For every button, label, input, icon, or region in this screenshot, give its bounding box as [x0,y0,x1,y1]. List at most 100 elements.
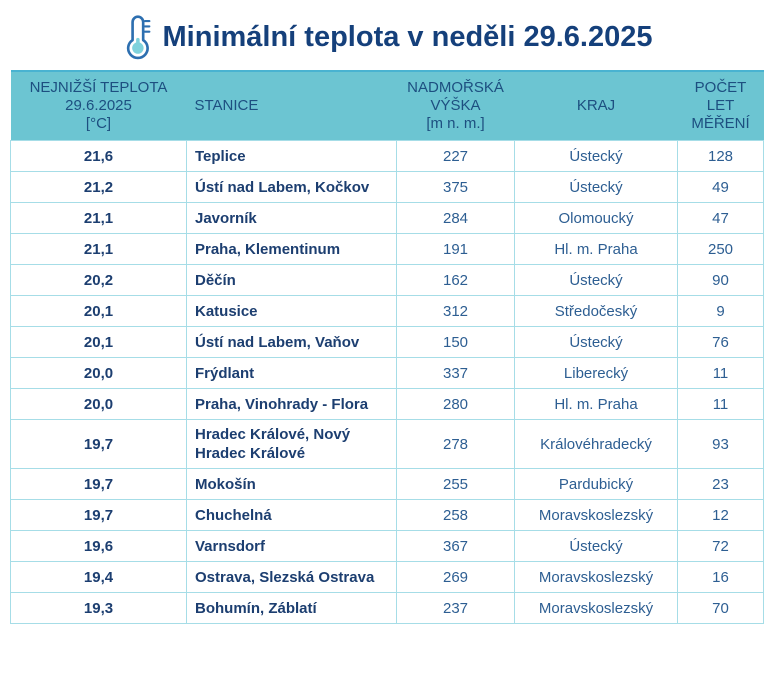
cell-station: Ústí nad Labem, Kočkov [186,171,397,203]
cell-altitude: 337 [396,357,515,389]
table-row: 20,0 Frýdlant 337 Liberecký 11 [10,357,764,389]
cell-years-measured: 76 [677,326,764,358]
header-line: POČET [694,79,747,96]
cell-temperature: 19,7 [10,468,187,500]
cell-station: Děčín [186,264,397,296]
cell-years-measured: 11 [677,357,764,389]
cell-years-measured: 128 [677,140,764,172]
table-header: NEJNIŽŠÍ TEPLOTA 29.6.2025 [°C] STANICE … [10,70,764,141]
cell-years-measured: 72 [677,530,764,562]
cell-years-measured: 49 [677,171,764,203]
header-line: MĚŘENÍ [691,115,750,132]
cell-years-measured: 12 [677,499,764,531]
cell-altitude: 278 [396,419,515,469]
table-row: 19,4 Ostrava, Slezská Ostrava 269 Moravskos… [10,561,764,593]
header-line: LET [706,97,735,114]
cell-region: Ústecký [514,530,678,562]
thermometer-icon [122,13,152,61]
table-row: 20,1 Katusice 312 Středočeský 9 [10,295,764,327]
table-row: 19,3 Bohumín, Záblatí 237 Moravskoslezský 70 [10,592,764,624]
table-row: 21,1 Javorník 284 Olomoucký 47 [10,202,764,234]
cell-altitude: 162 [396,264,515,296]
header-line: VÝŠKA [430,97,481,114]
cell-station: Praha, Klementinum [186,233,397,265]
cell-temperature: 20,0 [10,357,187,389]
cell-region: Hl. m. Praha [514,233,678,265]
cell-temperature: 20,2 [10,264,187,296]
page: Minimální teplota v neděli 29.6.2025 NEJ… [0,0,774,624]
cell-temperature: 21,6 [10,140,187,172]
page-header: Minimální teplota v neděli 29.6.2025 [0,0,774,70]
table-row: 19,7 Hradec Králové, Nový Hradec Králové 2… [10,419,764,469]
header-line: [°C] [85,115,112,132]
cell-station: Katusice [186,295,397,327]
cell-temperature: 20,0 [10,388,187,420]
cell-station: Frýdlant [186,357,397,389]
column-header-region: KRAJ [514,70,678,141]
cell-station: Teplice [186,140,397,172]
cell-temperature: 21,1 [10,233,187,265]
column-header-years-measured: POČET LET MĚŘENÍ [677,70,764,141]
cell-altitude: 255 [396,468,515,500]
header-line: 29.6.2025 [65,97,132,114]
cell-region: Ústecký [514,326,678,358]
cell-years-measured: 90 [677,264,764,296]
cell-region: Královéhradecký [514,419,678,469]
cell-years-measured: 9 [677,295,764,327]
header-line: NEJNIŽŠÍ TEPLOTA [29,79,168,96]
table-row: 20,0 Praha, Vinohrady - Flora 280 Hl. m. Pr… [10,388,764,420]
table-row: 20,2 Děčín 162 Ústecký 90 [10,264,764,296]
cell-years-measured: 47 [677,202,764,234]
page-title: Minimální teplota v neděli 29.6.2025 [162,20,653,53]
cell-temperature: 19,7 [10,419,187,469]
cell-temperature: 19,7 [10,499,187,531]
column-header-lowest-temp: NEJNIŽŠÍ TEPLOTA 29.6.2025 [°C] [10,70,187,141]
cell-station: Mokošín [186,468,397,500]
column-header-altitude: NADMOŘSKÁ VÝŠKA [m n. m.] [396,70,515,141]
cell-temperature: 19,3 [10,592,187,624]
cell-station: Praha, Vinohrady - Flora [186,388,397,420]
header-row: NEJNIŽŠÍ TEPLOTA 29.6.2025 [°C] STANICE … [10,70,764,141]
cell-years-measured: 93 [677,419,764,469]
cell-temperature: 19,6 [10,530,187,562]
cell-temperature: 21,1 [10,202,187,234]
cell-years-measured: 11 [677,388,764,420]
cell-temperature: 20,1 [10,326,187,358]
cell-region: Moravskoslezský [514,592,678,624]
cell-station: Bohumín, Záblatí [186,592,397,624]
table-row: 20,1 Ústí nad Labem, Vaňov 150 Ústecký 76 [10,326,764,358]
cell-altitude: 367 [396,530,515,562]
cell-altitude: 258 [396,499,515,531]
cell-altitude: 280 [396,388,515,420]
cell-temperature: 20,1 [10,295,187,327]
header-line: [m n. m.] [426,115,485,132]
cell-station: Chuchelná [186,499,397,531]
cell-region: Ústecký [514,171,678,203]
table-row: 19,7 Chuchelná 258 Moravskoslezský 12 [10,499,764,531]
cell-station: Hradec Králové, Nový Hradec Králové [186,419,397,469]
header-line: KRAJ [576,97,616,114]
cell-station: Javorník [186,202,397,234]
table-row: 21,6 Teplice 227 Ústecký 128 [10,140,764,172]
cell-years-measured: 70 [677,592,764,624]
cell-altitude: 284 [396,202,515,234]
cell-region: Olomoucký [514,202,678,234]
cell-station: Varnsdorf [186,530,397,562]
cell-region: Hl. m. Praha [514,388,678,420]
cell-region: Středočeský [514,295,678,327]
cell-altitude: 237 [396,592,515,624]
table-row: 21,1 Praha, Klementinum 191 Hl. m. Praha 250 [10,233,764,265]
cell-altitude: 312 [396,295,515,327]
cell-altitude: 227 [396,140,515,172]
cell-altitude: 375 [396,171,515,203]
cell-altitude: 150 [396,326,515,358]
column-header-station: STANICE [186,70,397,141]
table-row: 19,6 Varnsdorf 367 Ústecký 72 [10,530,764,562]
table-row: 21,2 Ústí nad Labem, Kočkov 375 Ústecký 49 [10,171,764,203]
cell-altitude: 191 [396,233,515,265]
cell-region: Ústecký [514,140,678,172]
cell-region: Moravskoslezský [514,561,678,593]
cell-region: Pardubický [514,468,678,500]
cell-region: Liberecký [514,357,678,389]
table-row: 19,7 Mokošín 255 Pardubický 23 [10,468,764,500]
